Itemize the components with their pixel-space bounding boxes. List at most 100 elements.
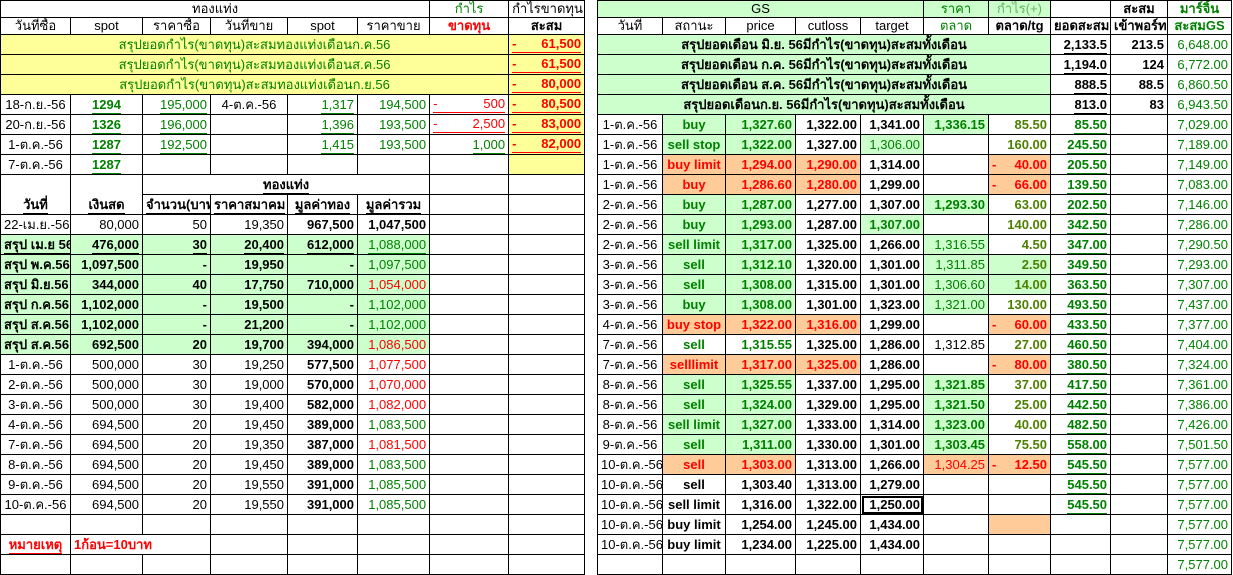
cell[interactable]: 30	[142, 394, 211, 415]
cell[interactable]	[508, 234, 586, 255]
cell[interactable]: 1,097,500	[70, 254, 143, 275]
port[interactable]	[1110, 314, 1169, 335]
trade-date[interactable]: 4-ต.ค.-56	[597, 314, 663, 335]
cell[interactable]: -2,500	[429, 114, 510, 135]
cell[interactable]: 7-ต.ค.-56	[0, 434, 71, 455]
cumulative[interactable]: 85.50	[1050, 114, 1112, 135]
cell[interactable]: 1,083,500	[356, 414, 431, 435]
cell[interactable]: 17,750	[210, 274, 288, 295]
cell[interactable]	[287, 554, 358, 575]
column-header[interactable]: ยอดสะสม	[1050, 17, 1112, 35]
profit-loss[interactable]	[988, 534, 1052, 555]
trade-price[interactable]: 1,322.00	[725, 314, 796, 335]
trade-date[interactable]: 10-ต.ค.-56	[597, 514, 663, 535]
trade-date[interactable]: 3-ต.ค.-56	[597, 294, 663, 315]
trade-price[interactable]: 1,316.00	[725, 494, 796, 515]
trade-date[interactable]: 10-ต.ค.-56	[597, 474, 663, 495]
cell[interactable]	[508, 154, 586, 175]
market-price[interactable]	[923, 214, 990, 235]
cell[interactable]	[356, 514, 431, 535]
trade-status[interactable]: buy	[662, 174, 726, 195]
cell[interactable]	[429, 414, 510, 435]
cumulative[interactable]: 2,133.5	[1050, 34, 1112, 55]
cell[interactable]: 3-ต.ค.-56	[0, 394, 71, 415]
port[interactable]	[1110, 494, 1169, 515]
cell[interactable]: 19,700	[210, 334, 288, 355]
margin-gs[interactable]: 7,149.00	[1167, 154, 1233, 175]
port-total[interactable]: 88.5	[1110, 74, 1169, 95]
port[interactable]	[1110, 354, 1169, 375]
trade-cutloss[interactable]: 1,333.00	[795, 414, 861, 435]
cell[interactable]: 394,000	[287, 334, 358, 355]
trade-cutloss[interactable]: 1,280.00	[795, 174, 861, 195]
cell[interactable]	[287, 514, 358, 535]
cell[interactable]: 1,317	[287, 94, 358, 115]
margin-total[interactable]: 6,860.50	[1167, 74, 1233, 95]
port[interactable]	[1110, 374, 1169, 395]
cell[interactable]: 20	[142, 334, 211, 355]
cell[interactable]: 1,415	[287, 134, 358, 155]
cumulative[interactable]: 433.50	[1050, 314, 1112, 335]
cell[interactable]: 30	[142, 374, 211, 395]
cell[interactable]	[287, 154, 358, 175]
cell[interactable]	[508, 394, 586, 415]
cumulative[interactable]: 202.50	[1050, 194, 1112, 215]
cell[interactable]: 19,400	[210, 394, 288, 415]
trade-cutloss[interactable]: 1,277.00	[795, 194, 861, 215]
trade-price[interactable]: 1,287.00	[725, 194, 796, 215]
trade-price[interactable]: 1,293.00	[725, 214, 796, 235]
cell[interactable]	[508, 254, 586, 275]
trade-cutloss[interactable]: 1,301.00	[795, 294, 861, 315]
profit-loss[interactable]: -12.50	[988, 454, 1052, 475]
trade-date[interactable]: 10-ต.ค.-56	[597, 494, 663, 515]
cell[interactable]: 1ก้อน=10บาท	[70, 534, 211, 555]
margin-gs[interactable]: 7,426.00	[1167, 414, 1233, 435]
margin-gs[interactable]: 7,386.00	[1167, 394, 1233, 415]
profit-loss[interactable]: 27.00	[988, 334, 1052, 355]
cumulative[interactable]: 545.50	[1050, 454, 1112, 475]
cell[interactable]	[429, 514, 510, 535]
cell[interactable]: 694,500	[70, 454, 143, 475]
cell[interactable]: วันที่	[0, 174, 71, 215]
cell[interactable]	[210, 534, 288, 555]
cell[interactable]: 1,054,000	[356, 274, 431, 295]
trade-cutloss[interactable]: 1,290.00	[795, 154, 861, 175]
margin-gs[interactable]: 7,577.00	[1167, 514, 1233, 535]
cell[interactable]: 967,500	[287, 214, 358, 235]
margin-gs[interactable]: 7,361.00	[1167, 374, 1233, 395]
cell[interactable]: -82,000	[508, 134, 586, 155]
trade-status[interactable]	[662, 554, 726, 575]
trade-status[interactable]: selllimit	[662, 354, 726, 375]
cell[interactable]: 19,550	[210, 494, 288, 515]
cell[interactable]: 1,082,000	[356, 394, 431, 415]
trade-target[interactable]: 1,286.00	[859, 334, 925, 355]
cell[interactable]	[429, 334, 510, 355]
cell[interactable]: 582,000	[287, 394, 358, 415]
cell[interactable]: สรุป ส.ค.56	[0, 314, 71, 335]
column-header[interactable]: GS	[596, 0, 925, 18]
cell[interactable]: 500,000	[70, 354, 143, 375]
cell[interactable]: 1287	[70, 134, 143, 155]
cell[interactable]	[429, 434, 510, 455]
cell[interactable]: 1,086,500	[356, 334, 431, 355]
trade-target[interactable]: 1,279.00	[859, 474, 925, 495]
trade-cutloss[interactable]: 1,320.00	[795, 254, 861, 275]
cell[interactable]	[429, 274, 510, 295]
cell[interactable]: 1,396	[287, 114, 358, 135]
trade-status[interactable]: sell	[662, 374, 726, 395]
trade-status[interactable]: buy	[662, 214, 726, 235]
cell[interactable]: 193,500	[356, 114, 431, 135]
cell[interactable]: -500	[429, 94, 510, 115]
trade-status[interactable]: sell limit	[662, 234, 726, 255]
cell[interactable]: 19,000	[210, 374, 288, 395]
cell[interactable]	[210, 554, 288, 575]
market-price[interactable]	[923, 554, 990, 575]
port-total[interactable]: 213.5	[1110, 34, 1169, 55]
cumulative[interactable]: 363.50	[1050, 274, 1112, 295]
trade-price[interactable]: 1,308.00	[725, 274, 796, 295]
cell[interactable]: -	[287, 254, 358, 275]
cell[interactable]: 80,000	[70, 214, 143, 235]
trade-target[interactable]: 1,301.00	[859, 434, 925, 455]
trade-cutloss[interactable]: 1,315.00	[795, 274, 861, 295]
cell[interactable]	[508, 534, 586, 555]
